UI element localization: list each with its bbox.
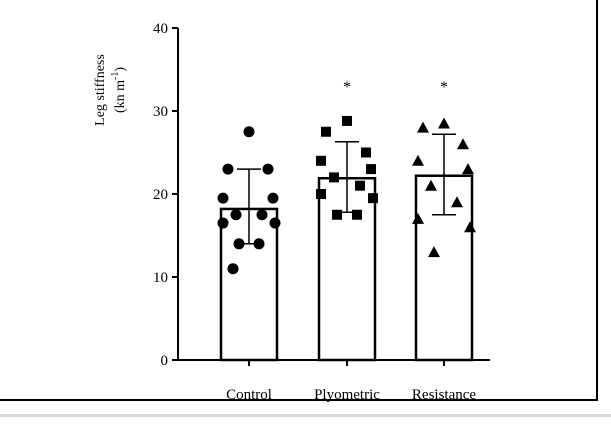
data-point-triangle [438, 117, 450, 129]
data-point-square [316, 189, 326, 199]
y-axis-label: Leg stiffness (kn m-1) [93, 54, 128, 126]
data-point-triangle [457, 138, 469, 150]
y-axis-label-unit: (kn m [113, 80, 128, 113]
significance-marker: * [440, 79, 448, 96]
data-point-square [352, 209, 362, 220]
data-point-circle [267, 192, 279, 204]
data-point-circle [217, 217, 229, 229]
data-point-circle [243, 126, 255, 138]
data-point-triangle [412, 154, 424, 166]
data-point-triangle [417, 121, 429, 133]
category-label: Control [226, 387, 272, 403]
data-points [217, 115, 476, 275]
y-tick-label: 30 [153, 104, 168, 120]
y-tick-label: 0 [161, 353, 169, 369]
y-axis-label-line1: Leg stiffness [93, 54, 108, 126]
data-point-square [316, 155, 326, 166]
y-tick-label: 40 [153, 21, 168, 37]
error-bars [237, 133, 456, 245]
figure-frame [0, 0, 598, 401]
data-point-circle [227, 263, 239, 275]
category-label: Plyometric [314, 387, 380, 403]
category-label: Resistance [412, 387, 476, 403]
data-point-circle [253, 238, 265, 250]
data-point-circle [256, 209, 268, 221]
data-point-triangle [428, 246, 440, 258]
y-tick-label: 10 [153, 270, 168, 286]
data-point-square [332, 209, 342, 220]
data-point-triangle [412, 212, 424, 224]
data-point-square [366, 164, 376, 175]
y-tick-label: 20 [153, 187, 168, 203]
labels: Control * Plyometric * Resistance [226, 79, 476, 403]
y-axis-label-superscript: -1 [110, 72, 121, 80]
data-point-square [321, 126, 331, 137]
data-point-circle [269, 217, 281, 229]
data-point-circle [230, 209, 242, 221]
bottom-divider [0, 414, 611, 417]
y-axis-label-line2: (kn m-1) [110, 67, 128, 113]
data-point-circle [233, 238, 245, 250]
significance-marker: * [343, 79, 351, 96]
data-point-triangle [462, 163, 474, 175]
data-point-square [355, 180, 365, 191]
data-point-square [342, 115, 352, 126]
data-point-circle [217, 192, 229, 204]
bars [219, 174, 474, 362]
data-point-square [361, 147, 371, 158]
data-point-triangle [425, 179, 437, 191]
data-point-square [329, 172, 339, 183]
data-point-square [368, 193, 378, 204]
data-point-circle [222, 163, 234, 175]
data-point-circle [262, 163, 274, 175]
data-point-triangle [451, 196, 463, 208]
data-point-triangle [464, 221, 476, 233]
y-axis-label-close: ) [113, 67, 128, 72]
